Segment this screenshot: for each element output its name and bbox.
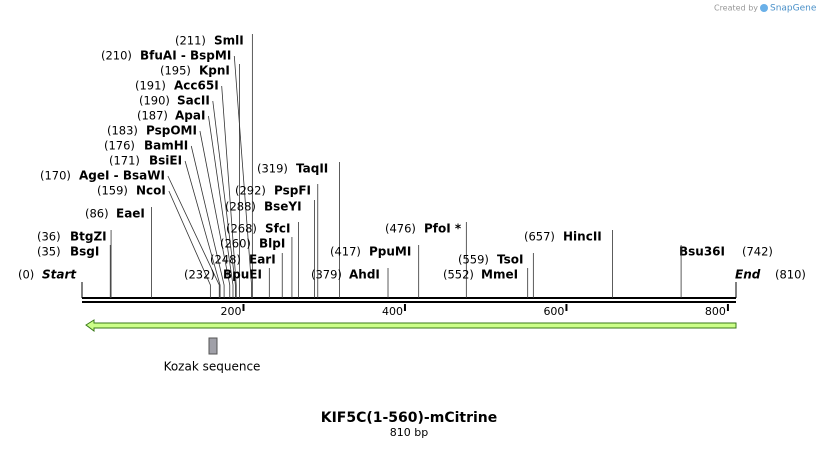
site-name: BsgI — [70, 245, 99, 259]
site-name: PspOMI — [146, 124, 197, 138]
feature-label: Kozak sequence — [164, 360, 261, 374]
title: KIF5C(1-560)-mCitrine — [321, 410, 498, 426]
logo — [760, 4, 768, 12]
site-position: (211) — [175, 34, 206, 48]
site-name: SmlI — [214, 34, 244, 48]
site-name: Acc65I — [174, 79, 219, 93]
site-position: (288) — [225, 200, 256, 214]
site-name: TaqII — [296, 162, 328, 176]
site-position: (476) — [385, 222, 416, 236]
end-position: (0) — [18, 268, 34, 282]
site-line — [190, 145, 225, 298]
site-name: ApaI — [175, 109, 205, 123]
site-name: PpuMI — [369, 245, 411, 259]
site-name: TsoI — [497, 253, 523, 267]
site-name: BamHI — [144, 139, 188, 153]
credit-prefix: Created by — [714, 4, 758, 13]
site-line — [184, 160, 221, 298]
site-position: (232) — [184, 268, 215, 282]
site-position: (292) — [235, 184, 266, 198]
site-name: SacII — [177, 94, 210, 108]
ruler-label: 600 — [543, 305, 564, 318]
ruler-label: 800 — [705, 305, 726, 318]
site-line — [199, 130, 231, 298]
site-name: AhdI — [349, 268, 380, 282]
site-name: BfuAI - BspMI — [140, 49, 231, 63]
site-position: (36) — [37, 230, 61, 244]
site-line — [208, 115, 234, 298]
site-position: (742) — [742, 245, 773, 259]
site-position: (248) — [210, 253, 241, 267]
site-position: (86) — [85, 207, 109, 221]
site-position: (191) — [135, 79, 166, 93]
site-position: (171) — [109, 154, 140, 168]
site-line — [233, 55, 252, 298]
end-name: Start — [42, 268, 77, 282]
ruler-label: 200 — [220, 305, 241, 318]
site-position: (559) — [458, 253, 489, 267]
site-position: (417) — [330, 245, 361, 259]
end-position: (810) — [775, 268, 806, 282]
site-name: NcoI — [136, 184, 166, 198]
site-position: (159) — [97, 184, 128, 198]
site-position: (379) — [311, 268, 342, 282]
site-position: (268) — [226, 222, 257, 236]
site-position: (260) — [220, 237, 251, 251]
site-position: (170) — [40, 169, 71, 183]
site-name: SfcI — [265, 222, 290, 236]
site-name: EaeI — [116, 207, 145, 221]
site-position: (657) — [524, 230, 555, 244]
feature-arrow — [85, 319, 737, 332]
site-name: HincII — [563, 230, 602, 244]
site-name: BtgZI — [70, 230, 107, 244]
site-line — [221, 85, 237, 298]
site-name: BlpI — [259, 237, 285, 251]
site-line — [168, 190, 211, 298]
site-position: (195) — [160, 64, 191, 78]
site-position: (183) — [107, 124, 138, 138]
credit-brand: SnapGene — [770, 4, 817, 14]
length: 810 bp — [390, 426, 428, 439]
site-position: (35) — [37, 245, 61, 259]
site-name: AgeI - BsaWI — [79, 169, 165, 183]
site-position: (190) — [139, 94, 170, 108]
end-name: End — [735, 268, 761, 282]
site-name: KpnI — [199, 64, 230, 78]
site-name: Bsu36I — [679, 245, 725, 259]
site-position: (210) — [101, 49, 132, 63]
site-name: BseYI — [264, 200, 302, 214]
site-name: BsiEI — [149, 154, 182, 168]
ruler-label: 400 — [382, 305, 403, 318]
feature-box — [208, 337, 218, 355]
site-name: BpuEI — [223, 268, 262, 282]
site-position: (176) — [104, 139, 135, 153]
site-position: (319) — [257, 162, 288, 176]
site-name: PfoI * — [424, 222, 462, 236]
site-name: PspFI — [274, 184, 311, 198]
site-line — [212, 100, 236, 298]
site-line — [167, 175, 220, 298]
site-name: EarI — [249, 253, 276, 267]
site-position: (187) — [137, 109, 168, 123]
site-position: (552) — [443, 268, 474, 282]
site-name: MmeI — [481, 268, 518, 282]
